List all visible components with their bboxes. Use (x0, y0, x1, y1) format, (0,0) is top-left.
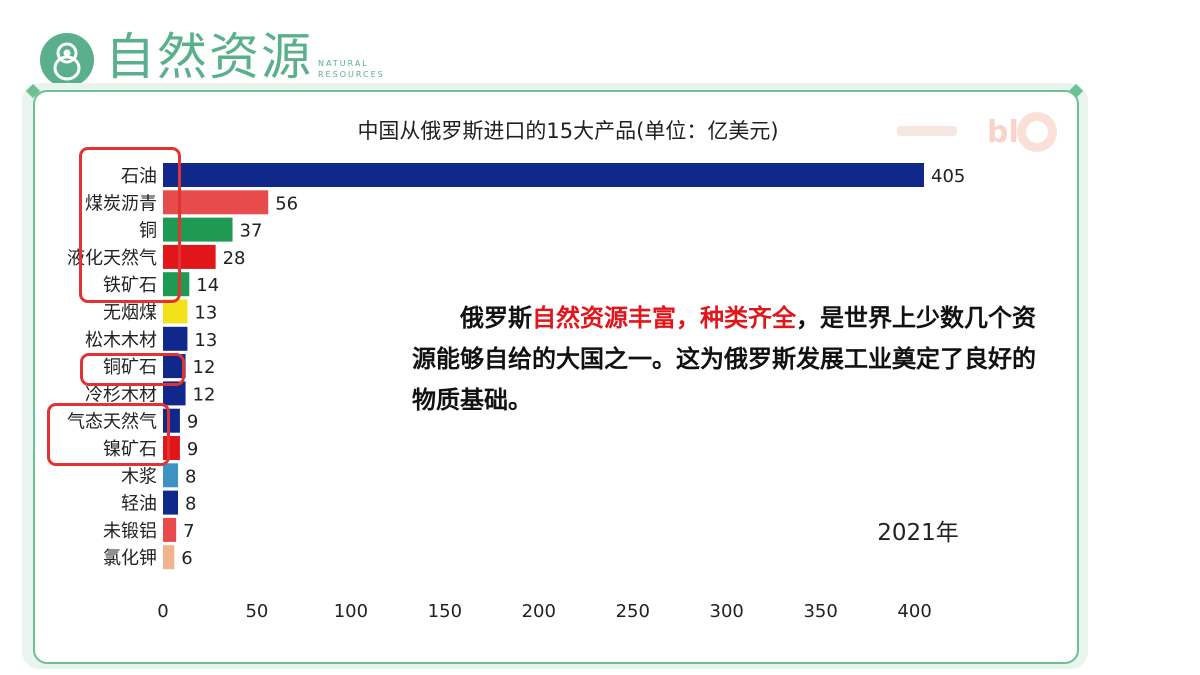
callout-part2: ，是世界上少数几个资源能够自给的大国之一。这为俄罗斯发展工业奠定了良好的物质基础… (412, 304, 1036, 414)
callout-part1: 俄罗斯 (460, 304, 532, 332)
x-tick-label: 300 (710, 601, 744, 622)
highlight-box-copper-ore (80, 353, 185, 386)
value-label: 8 (185, 494, 196, 515)
section-title: 自然资源 (105, 28, 313, 86)
callout-text: 俄罗斯自然资源丰富，种类齐全，是世界上少数几个资源能够自给的大国之一。这为俄罗斯… (412, 298, 1052, 421)
category-label: 煤炭沥青 (85, 193, 157, 214)
chart-title: 中国从俄罗斯进口的15大产品(单位：亿美元) (357, 119, 778, 143)
value-label: 12 (193, 384, 216, 405)
value-label: 9 (187, 439, 198, 460)
bar-7 (163, 326, 188, 351)
value-label: 12 (193, 357, 216, 378)
category-labels: 石油煤炭沥青铜液化天然气铁矿石无烟煤松木木材铜矿石冷杉木材气态天然气镍矿石木浆轻… (67, 166, 157, 569)
highlight-box-top-five (79, 147, 181, 303)
highlight-box-gas-nickel (47, 403, 170, 466)
matryoshka-icon (40, 33, 94, 87)
callout-highlight: 自然资源丰富，种类齐全 (532, 304, 796, 332)
category-label: 铜矿石 (103, 357, 157, 378)
value-label: 7 (183, 521, 194, 542)
x-tick-label: 400 (897, 601, 931, 622)
value-label: 56 (275, 193, 298, 214)
bar-9 (163, 381, 186, 406)
x-tick-label: 0 (157, 601, 168, 622)
x-tick-label: 350 (803, 601, 837, 622)
svg-text:bl: bl (987, 115, 1019, 150)
value-label: 8 (185, 466, 196, 487)
watermark-logo: bl (897, 112, 1057, 152)
year-annotation: 2021年 (877, 520, 959, 546)
x-tick-label: 250 (616, 601, 650, 622)
bar-6 (163, 299, 188, 324)
value-label: 37 (240, 221, 263, 242)
x-tick-label: 100 (334, 601, 368, 622)
bar-3 (163, 217, 233, 242)
x-tick-label: 200 (522, 601, 556, 622)
category-label: 铁矿石 (103, 275, 157, 296)
x-axis-ticks: 0 50 100 150 200 250 300 350 400 (157, 601, 932, 622)
value-label: 13 (194, 303, 217, 324)
category-label: 无烟煤 (103, 303, 157, 324)
x-tick-label: 150 (428, 601, 462, 622)
category-label: 铜 (139, 221, 157, 242)
bar-12 (163, 463, 179, 488)
bar-13 (163, 490, 179, 515)
x-tick-label: 50 (245, 601, 268, 622)
category-label: 氯化钾 (103, 548, 157, 569)
category-label: 石油 (121, 166, 157, 187)
category-label: 镍矿石 (103, 439, 157, 460)
bar-1 (163, 163, 924, 187)
bar-5 (163, 272, 190, 297)
value-label: 14 (196, 275, 219, 296)
category-label: 轻油 (121, 494, 157, 515)
bar-15 (163, 545, 175, 570)
category-label: 气态天然气 (67, 412, 157, 433)
value-label: 28 (223, 248, 246, 269)
value-label: 6 (181, 548, 192, 569)
category-label: 液化天然气 (67, 248, 157, 269)
bar-4 (163, 244, 216, 269)
section-subtitle: NATURAL RESOURCES (318, 59, 385, 79)
category-label: 松木木材 (85, 330, 157, 351)
category-label: 木浆 (121, 466, 157, 487)
value-label: 405 (931, 166, 965, 187)
category-label: 未锻铝 (103, 521, 157, 542)
value-label: 13 (194, 330, 217, 351)
category-label: 冷杉木材 (85, 384, 157, 405)
bar-14 (163, 517, 177, 542)
value-label: 9 (187, 412, 198, 433)
